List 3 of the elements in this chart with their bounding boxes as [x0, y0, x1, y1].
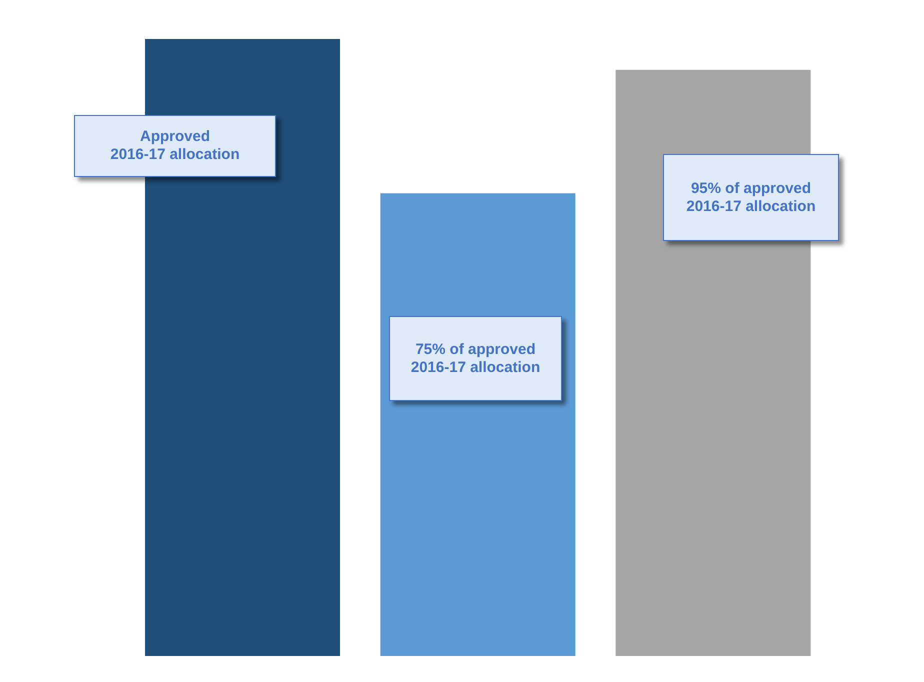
- callout-box: Approved 2016-17 allocation: [74, 115, 276, 177]
- callout-box: 75% of approved 2016-17 allocation: [389, 316, 562, 401]
- callout-box: 95% of approved 2016-17 allocation: [663, 154, 839, 241]
